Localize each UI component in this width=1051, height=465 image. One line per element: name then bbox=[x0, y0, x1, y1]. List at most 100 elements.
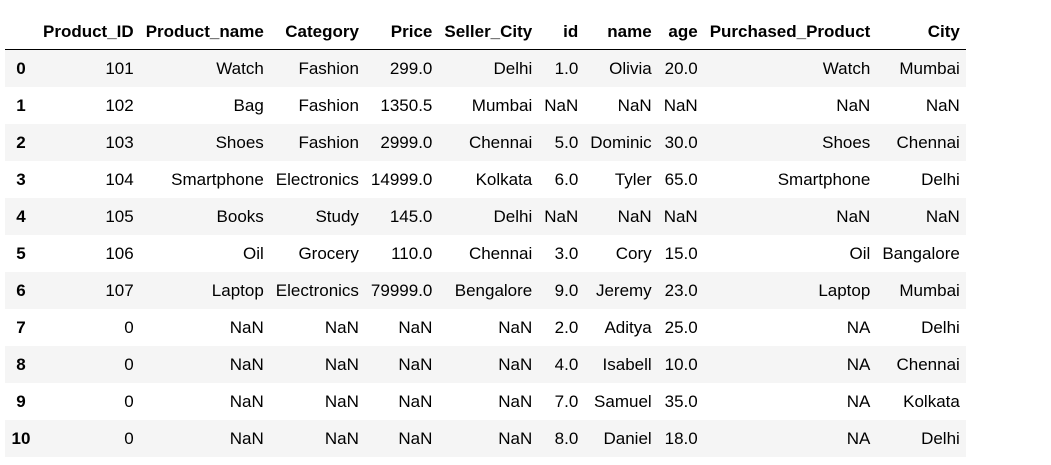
row-index: 10 bbox=[11, 428, 31, 448]
cell-seller-city: NaN bbox=[498, 391, 533, 411]
cell-city: Delhi bbox=[921, 428, 960, 448]
cell-age: 30.0 bbox=[664, 132, 698, 152]
cell-price: NaN bbox=[398, 391, 433, 411]
cell-purchased-product: Shoes bbox=[822, 132, 871, 152]
cell-id: 9.0 bbox=[554, 280, 579, 300]
cell-purchased-product: NA bbox=[846, 354, 871, 374]
cell-city: Delhi bbox=[921, 317, 960, 337]
cell-purchased-product: Watch bbox=[822, 58, 871, 78]
cell-product-name: NaN bbox=[229, 354, 264, 374]
cell-id: 6.0 bbox=[554, 169, 579, 189]
cell-purchased-product: NA bbox=[846, 391, 871, 411]
cell-category: Fashion bbox=[298, 132, 359, 152]
cell-price: 79999.0 bbox=[370, 280, 433, 300]
cell-product-id: 0 bbox=[124, 391, 134, 411]
cell-age: 15.0 bbox=[664, 243, 698, 263]
table-header-row: Product_ID Product_name Category Price S… bbox=[5, 14, 966, 50]
cell-price: 14999.0 bbox=[370, 169, 433, 189]
cell-name: Samuel bbox=[594, 391, 652, 411]
cell-name: NaN bbox=[617, 206, 652, 226]
cell-product-name: Watch bbox=[216, 58, 264, 78]
row-index: 6 bbox=[16, 280, 26, 300]
cell-category: NaN bbox=[324, 428, 359, 448]
cell-price: NaN bbox=[398, 317, 433, 337]
column-header-category: Category bbox=[269, 14, 365, 50]
column-header-age: age bbox=[657, 14, 704, 50]
cell-purchased-product: Oil bbox=[849, 243, 871, 263]
column-header-product-id: Product_ID bbox=[37, 14, 140, 50]
cell-product-name: Shoes bbox=[215, 132, 264, 152]
cell-category: Fashion bbox=[298, 58, 359, 78]
cell-name: NaN bbox=[617, 95, 652, 115]
cell-id: NaN bbox=[544, 95, 579, 115]
cell-product-name: NaN bbox=[229, 317, 264, 337]
cell-name: Cory bbox=[615, 243, 652, 263]
cell-city: Mumbai bbox=[899, 58, 960, 78]
column-header-product-name: Product_name bbox=[139, 14, 270, 50]
cell-name: Jeremy bbox=[595, 280, 652, 300]
table-row: 10 0 NaN NaN NaN NaN 8.0 Daniel 18.0 NA … bbox=[5, 420, 966, 457]
cell-seller-city: Chennai bbox=[468, 132, 533, 152]
cell-name: Aditya bbox=[604, 317, 652, 337]
column-header-name: name bbox=[584, 14, 658, 50]
cell-name: Isabell bbox=[602, 354, 652, 374]
cell-category: Study bbox=[315, 206, 359, 226]
cell-price: 110.0 bbox=[391, 243, 433, 263]
cell-product-id: 104 bbox=[105, 169, 134, 189]
cell-city: Bangalore bbox=[882, 243, 960, 263]
cell-purchased-product: NA bbox=[846, 428, 871, 448]
cell-city: NaN bbox=[925, 95, 960, 115]
cell-category: Electronics bbox=[275, 169, 359, 189]
cell-category: Grocery bbox=[298, 243, 359, 263]
row-index: 3 bbox=[16, 169, 26, 189]
cell-product-id: 0 bbox=[124, 354, 134, 374]
cell-city: Chennai bbox=[896, 132, 960, 152]
table-row: 9 0 NaN NaN NaN NaN 7.0 Samuel 35.0 NA K… bbox=[5, 383, 966, 420]
cell-product-id: 0 bbox=[124, 317, 134, 337]
cell-id: 4.0 bbox=[554, 354, 579, 374]
cell-seller-city: Delhi bbox=[493, 206, 533, 226]
table-row: 2 103 Shoes Fashion 2999.0 Chennai 5.0 D… bbox=[5, 124, 966, 161]
cell-product-id: 102 bbox=[105, 95, 134, 115]
cell-id: 8.0 bbox=[554, 428, 579, 448]
table-row: 6 107 Laptop Electronics 79999.0 Bengalo… bbox=[5, 272, 966, 309]
cell-seller-city: NaN bbox=[498, 317, 533, 337]
table-row: 3 104 Smartphone Electronics 14999.0 Kol… bbox=[5, 161, 966, 198]
cell-seller-city: Bengalore bbox=[454, 280, 533, 300]
cell-price: NaN bbox=[398, 354, 433, 374]
cell-city: NaN bbox=[925, 206, 960, 226]
cell-seller-city: Mumbai bbox=[471, 95, 533, 115]
cell-purchased-product: Laptop bbox=[818, 280, 871, 300]
row-index: 9 bbox=[16, 391, 26, 411]
cell-city: Delhi bbox=[921, 169, 960, 189]
cell-age: 10.0 bbox=[664, 354, 698, 374]
row-index: 2 bbox=[16, 132, 26, 152]
cell-purchased-product: NA bbox=[846, 317, 871, 337]
cell-product-name: Smartphone bbox=[171, 169, 264, 189]
index-header bbox=[5, 14, 37, 50]
cell-price: 2999.0 bbox=[380, 132, 433, 152]
table-row: 1 102 Bag Fashion 1350.5 Mumbai NaN NaN … bbox=[5, 87, 966, 124]
table-row: 5 106 Oil Grocery 110.0 Chennai 3.0 Cory… bbox=[5, 235, 966, 272]
cell-age: 18.0 bbox=[664, 428, 698, 448]
cell-id: 7.0 bbox=[554, 391, 579, 411]
cell-product-name: NaN bbox=[229, 391, 264, 411]
cell-purchased-product: Smartphone bbox=[777, 169, 871, 189]
column-header-seller-city: Seller_City bbox=[438, 14, 539, 50]
cell-seller-city: NaN bbox=[498, 428, 533, 448]
cell-seller-city: NaN bbox=[498, 354, 533, 374]
cell-product-name: Bag bbox=[233, 95, 264, 115]
cell-category: NaN bbox=[324, 354, 359, 374]
cell-age: NaN bbox=[663, 95, 698, 115]
cell-id: NaN bbox=[544, 206, 579, 226]
row-index: 4 bbox=[16, 206, 26, 226]
cell-age: 23.0 bbox=[664, 280, 698, 300]
table-row: 7 0 NaN NaN NaN NaN 2.0 Aditya 25.0 NA D… bbox=[5, 309, 966, 346]
row-index: 5 bbox=[16, 243, 26, 263]
table-row: 4 105 Books Study 145.0 Delhi NaN NaN Na… bbox=[5, 198, 966, 235]
cell-purchased-product: NaN bbox=[836, 95, 871, 115]
cell-name: Olivia bbox=[609, 58, 652, 78]
cell-seller-city: Chennai bbox=[468, 243, 533, 263]
cell-name: Dominic bbox=[590, 132, 652, 152]
